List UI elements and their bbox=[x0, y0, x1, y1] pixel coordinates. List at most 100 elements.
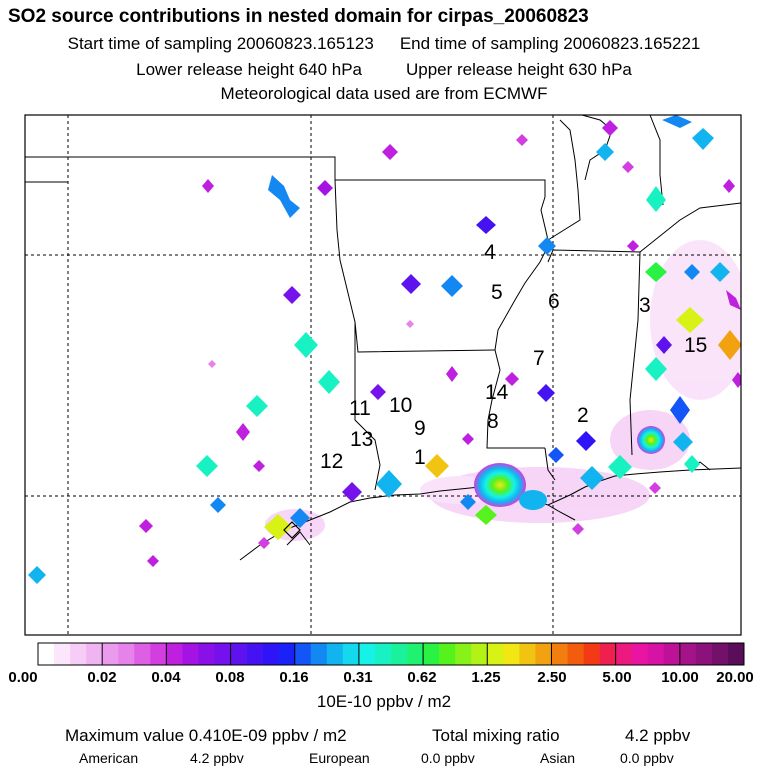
colorbar-cell bbox=[407, 643, 424, 665]
colorbar-cell bbox=[102, 643, 119, 665]
colorbar-cell bbox=[455, 643, 472, 665]
concentration-marker bbox=[441, 275, 463, 297]
colorbar-cell bbox=[214, 643, 231, 665]
concentration-marker bbox=[596, 143, 614, 161]
colorbar-cell bbox=[230, 643, 247, 665]
concentration-marker bbox=[684, 455, 700, 473]
colorbar-cell bbox=[711, 643, 729, 665]
site-label-11: 11 bbox=[349, 397, 371, 420]
colorbar-cell bbox=[310, 643, 328, 665]
concentration-marker bbox=[519, 490, 547, 510]
end-time-text: End time of sampling 20060823.165221 bbox=[399, 34, 701, 53]
site-label-13: 13 bbox=[350, 428, 374, 451]
site-label-9: 9 bbox=[414, 417, 426, 440]
colorbar-cell bbox=[391, 643, 408, 665]
concentration-marker bbox=[726, 290, 741, 310]
concentration-marker bbox=[208, 360, 216, 368]
colorbar-cell bbox=[54, 643, 71, 665]
colorbar-cell bbox=[567, 643, 584, 665]
concentration-marker bbox=[376, 470, 402, 498]
colorbar-cell bbox=[198, 643, 215, 665]
concentration-marker bbox=[253, 460, 265, 472]
colorbar-cell bbox=[583, 643, 600, 665]
concentration-marker bbox=[516, 134, 528, 146]
concentration-marker bbox=[476, 216, 496, 234]
maximum-value-text: Maximum value 0.410E-09 ppbv / m2 bbox=[65, 726, 347, 745]
concentration-marker bbox=[202, 179, 214, 193]
concentration-marker bbox=[676, 307, 704, 333]
concentration-marker bbox=[673, 432, 693, 452]
map-area bbox=[25, 115, 741, 635]
concentration-marker bbox=[406, 320, 414, 328]
colorbar-cell bbox=[663, 643, 681, 665]
site-label-14: 14 bbox=[485, 381, 509, 404]
concentration-marker bbox=[246, 395, 268, 417]
site-label-6: 6 bbox=[548, 290, 560, 313]
concentration-marker bbox=[401, 274, 421, 294]
lower-release-text: Lower release height 640 hPa bbox=[136, 60, 362, 79]
concentration-marker bbox=[602, 120, 618, 136]
colorbar-frame bbox=[37, 642, 745, 666]
colorbar-tick: 1.25 bbox=[471, 669, 501, 686]
met-data-text: Meteorological data used are from ECMWF bbox=[220, 84, 548, 103]
colorbar-cell bbox=[519, 643, 536, 665]
concentration-marker bbox=[692, 128, 714, 150]
colorbar-cell bbox=[38, 643, 55, 665]
colorbar-tick: 0.62 bbox=[407, 669, 437, 686]
concentration-marker bbox=[460, 494, 476, 510]
site-label-12: 12 bbox=[320, 450, 344, 473]
site-label-7: 7 bbox=[533, 347, 545, 370]
colorbar-cell bbox=[278, 643, 296, 665]
concentration-marker bbox=[370, 384, 386, 400]
colorbar bbox=[38, 643, 745, 665]
site-label-4: 4 bbox=[484, 241, 496, 264]
concentration-marker bbox=[294, 332, 318, 358]
concentration-marker bbox=[210, 497, 226, 513]
colorbar-cell bbox=[615, 643, 632, 665]
colorbar-cell bbox=[326, 643, 344, 665]
colorbar-cell bbox=[631, 643, 649, 665]
colorbar-cell bbox=[182, 643, 199, 665]
concentration-marker bbox=[718, 330, 741, 360]
concentration-marker bbox=[264, 514, 292, 540]
source-site-marker bbox=[283, 521, 301, 539]
concentration-marker bbox=[710, 262, 730, 282]
concentration-marker bbox=[645, 262, 667, 282]
concentration-marker bbox=[649, 482, 661, 494]
lat-lon-grid bbox=[25, 115, 741, 635]
concentration-marker bbox=[608, 455, 632, 479]
colorbar-cell bbox=[70, 643, 87, 665]
map-frame bbox=[24, 114, 742, 636]
colorbar-tick: 0.16 bbox=[279, 669, 309, 686]
colorbar-cell bbox=[487, 643, 504, 665]
concentration-marker bbox=[622, 161, 634, 173]
start-time-text: Start time of sampling 20060823.165123 bbox=[67, 34, 374, 53]
colorbar-cell bbox=[727, 643, 745, 665]
colorbar-cell bbox=[118, 643, 135, 665]
mixing-ratio-label: Total mixing ratio bbox=[432, 726, 560, 745]
concentration-marker bbox=[147, 555, 159, 567]
concentration-marker bbox=[196, 455, 218, 477]
site-label-8: 8 bbox=[487, 410, 499, 433]
colorbar-tick: 20.00 bbox=[716, 669, 754, 686]
colorbar-cell bbox=[294, 643, 312, 665]
site-label-2: 2 bbox=[577, 404, 589, 427]
concentration-marker bbox=[537, 384, 555, 402]
concentration-marker bbox=[732, 372, 741, 388]
concentration-marker bbox=[548, 447, 564, 463]
colorbar-units: 10E-10 ppbv / m2 bbox=[316, 692, 452, 711]
concentration-marker bbox=[258, 537, 270, 549]
colorbar-tick: 0.08 bbox=[215, 669, 245, 686]
concentration-marker bbox=[139, 519, 153, 533]
concentration-marker bbox=[505, 372, 519, 386]
concentration-marker bbox=[656, 336, 672, 354]
release-heights-line: Lower release height 640 hPa Upper releas… bbox=[0, 60, 768, 80]
colorbar-tick: 2.50 bbox=[537, 669, 567, 686]
concentration-marker bbox=[645, 357, 667, 381]
colorbar-cell bbox=[342, 643, 360, 665]
concentration-marker bbox=[474, 463, 526, 507]
state-borders bbox=[25, 115, 741, 491]
concentration-marker bbox=[538, 237, 556, 255]
asian-label: Asian bbox=[540, 750, 576, 766]
